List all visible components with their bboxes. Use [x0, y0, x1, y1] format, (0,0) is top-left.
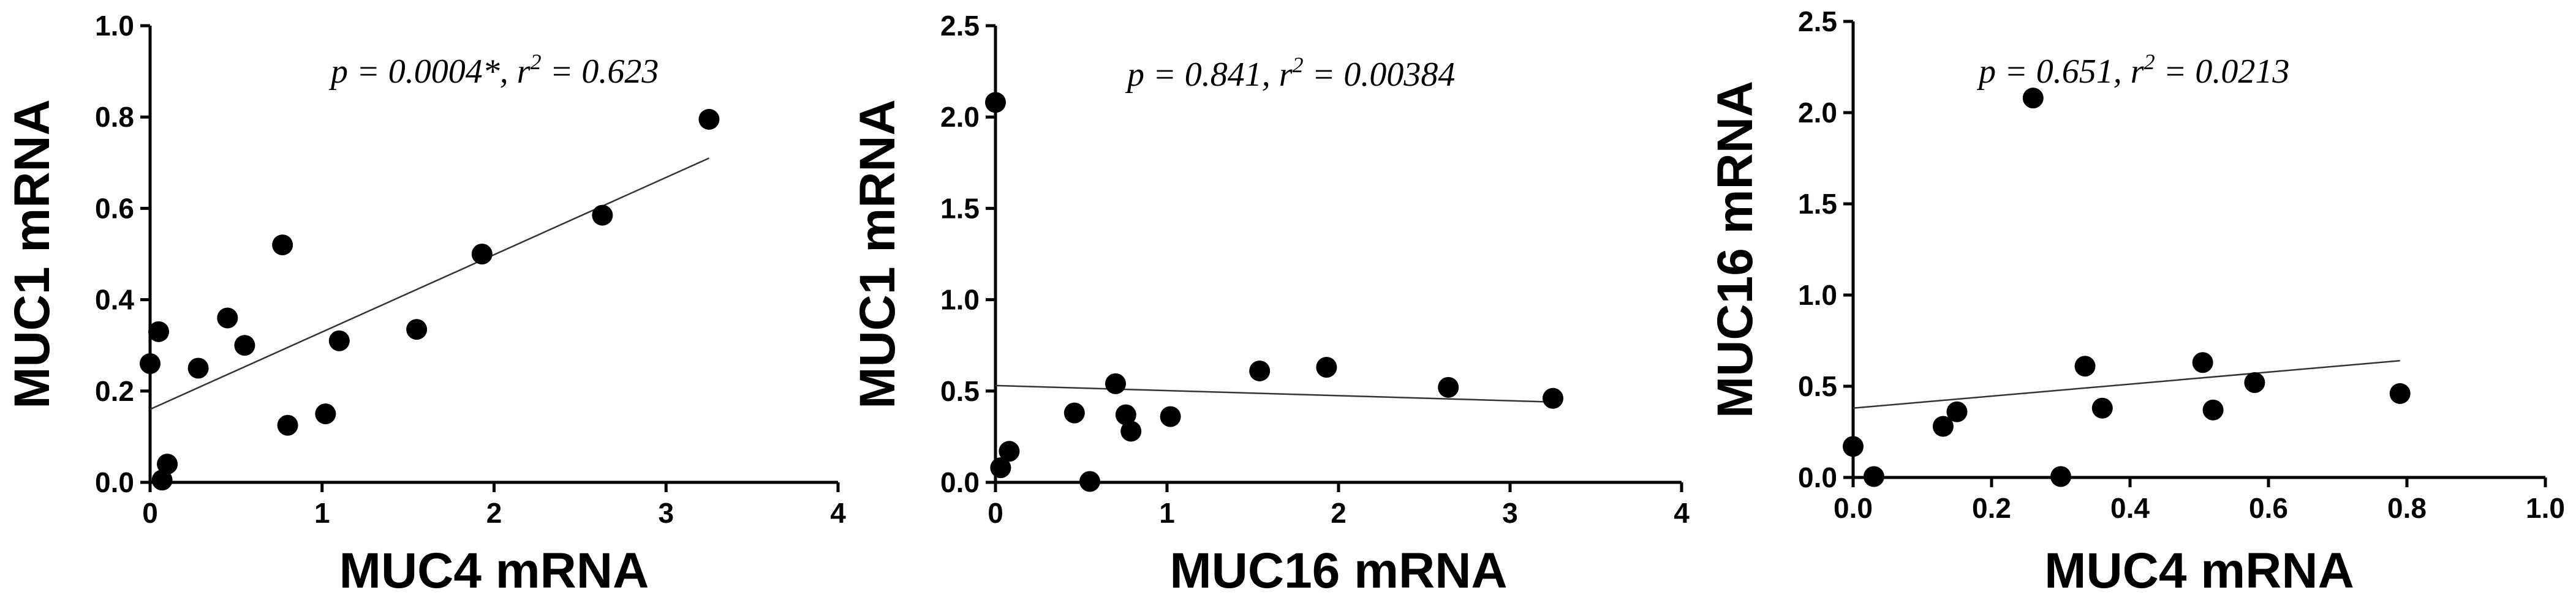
data-point	[2091, 397, 2113, 419]
x-tick-label: 2	[1331, 497, 1347, 529]
scatter-panel-muc1-vs-muc4: 0.0 0.2 0.4 0.6 0.8 1.0 0 1 2 3 4 MUC4 mRNA MUC1 mRN…	[4, 10, 846, 599]
x-tick-label: 0.2	[1972, 492, 2011, 524]
data-point	[1160, 406, 1181, 427]
data-point	[2244, 372, 2265, 394]
stats-p-text: p = 0.841, r	[1125, 56, 1293, 94]
data-point	[2389, 383, 2411, 404]
x-tick-label: 1	[1159, 497, 1175, 529]
data-point	[406, 319, 428, 340]
data-point	[1843, 436, 1864, 457]
x-axis-title: MUC4 mRNA	[2044, 543, 2354, 599]
stats-p-text: p = 0.0004*, r	[328, 53, 531, 91]
x-tick-label: 0.4	[2110, 492, 2150, 524]
regression-line	[149, 157, 709, 410]
stats-r-text: = 0.623	[542, 53, 659, 91]
stats-superscript: 2	[531, 50, 542, 74]
y-axis-title: MUC1 mRNA	[4, 99, 60, 409]
x-tick-label: 1	[314, 497, 330, 529]
stats-r-text: = 0.00384	[1304, 56, 1456, 94]
stats-annotation: p = 0.651, r2 = 0.0213	[1976, 50, 2289, 91]
data-point	[999, 441, 1020, 462]
x-tick-label: 0	[988, 497, 1003, 529]
x-tick-label: 0.0	[1834, 492, 1873, 524]
data-point	[277, 414, 298, 436]
data-point	[471, 244, 493, 264]
data-point	[151, 469, 173, 491]
data-point	[1063, 402, 1085, 424]
y-tick-label: 1.0	[940, 284, 980, 316]
y-tick-label: 2.0	[940, 101, 980, 133]
data-point	[698, 108, 720, 130]
x-tick-label: 2	[486, 497, 502, 529]
data-point	[1115, 404, 1136, 425]
x-axis-title: MUC16 mRNA	[1169, 543, 1507, 599]
y-tick-label: 0.2	[95, 375, 134, 407]
x-tick-label: 3	[658, 497, 674, 529]
data-point	[1079, 471, 1100, 492]
regression-line	[1853, 360, 2400, 410]
y-tick-label: 2.5	[1798, 6, 1837, 37]
y-tick-label: 1.5	[1798, 188, 1837, 220]
data-point	[1105, 373, 1126, 394]
x-tick-label: 4	[1674, 497, 1690, 529]
y-tick-label: 2.0	[1798, 97, 1837, 129]
data-point	[217, 307, 238, 329]
stats-superscript: 2	[2144, 50, 2155, 74]
data-point	[1543, 387, 1563, 409]
y-tick-label: 2.5	[940, 10, 980, 42]
data-point	[2192, 352, 2213, 373]
x-axis-title: MUC4 mRNA	[339, 543, 649, 599]
stats-annotation: p = 0.841, r2 = 0.00384	[1125, 53, 1455, 94]
x-tick-label: 0	[142, 497, 158, 529]
data-point	[2202, 399, 2224, 421]
x-tick-label: 4	[830, 497, 846, 529]
stats-r-text: = 0.0213	[2155, 53, 2290, 91]
y-tick-label: 0.6	[95, 192, 134, 224]
data-point	[985, 92, 1006, 113]
data-point	[148, 321, 170, 342]
data-point	[1120, 421, 1142, 442]
y-axis-title: MUC16 mRNA	[1715, 81, 1763, 418]
x-tick-label: 0.8	[2387, 492, 2427, 524]
y-tick-label: 0.0	[95, 466, 134, 498]
x-tick-label: 1.0	[2526, 492, 2565, 524]
y-tick-label: 1.0	[95, 10, 134, 42]
y-tick-label: 1.0	[1798, 279, 1837, 311]
data-point	[140, 353, 161, 375]
scatter-panel-muc1-vs-muc16: 0.0 0.5 1.0 1.5 2.0 2.5 0 1 2 3 4 MUC16 mRNA MUC1 mR…	[858, 10, 1690, 599]
data-point	[592, 204, 613, 226]
data-point	[328, 330, 350, 351]
data-point	[2022, 88, 2044, 109]
stats-annotation: p = 0.0004*, r2 = 0.623	[328, 50, 659, 91]
data-point	[1316, 357, 1337, 378]
data-point	[1863, 466, 1884, 487]
x-tick-label: 3	[1502, 497, 1518, 529]
stats-superscript: 2	[1293, 53, 1304, 77]
y-tick-label: 0.0	[940, 466, 980, 498]
stats-p-text: p = 0.651, r	[1976, 53, 2144, 91]
y-tick-label: 0.5	[1798, 370, 1837, 402]
data-point	[2050, 466, 2071, 487]
y-tick-label: 0.4	[95, 284, 134, 316]
y-axis-title: MUC1 mRNA	[858, 99, 905, 409]
scatter-panel-muc16-vs-muc4: 0.0 0.5 1.0 1.5 2.0 2.5 0.0 0.2 0.4 0.6 0.8 1.0 MUC4…	[1715, 6, 2565, 599]
data-point	[990, 457, 1011, 479]
y-tick-label: 0.8	[95, 101, 134, 133]
y-tick-label: 1.5	[940, 192, 980, 224]
data-point	[234, 335, 255, 356]
data-point	[1438, 376, 1459, 398]
data-point	[1946, 401, 1968, 422]
data-point	[272, 234, 293, 256]
data-point	[187, 357, 209, 379]
data-point	[315, 403, 336, 425]
y-tick-label: 0.5	[940, 375, 980, 407]
data-point	[2074, 356, 2096, 377]
data-point	[1249, 360, 1271, 381]
y-tick-label: 0.0	[1798, 462, 1837, 493]
data-point	[1932, 416, 1954, 437]
x-tick-label: 0.6	[2249, 492, 2288, 524]
regression-line	[995, 384, 1554, 403]
data-point	[157, 454, 178, 475]
